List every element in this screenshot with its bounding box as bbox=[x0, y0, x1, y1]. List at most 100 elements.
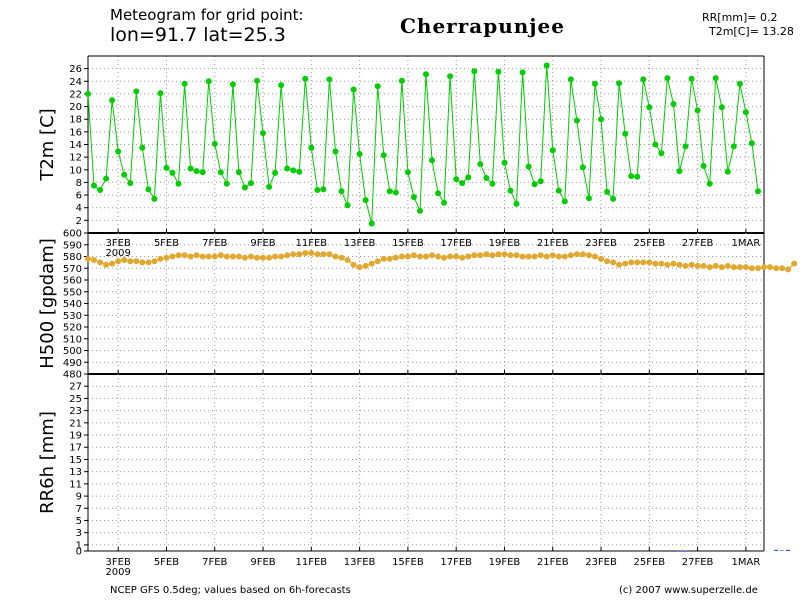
data-point bbox=[423, 253, 429, 260]
precip-bar bbox=[786, 549, 791, 551]
data-point bbox=[266, 183, 273, 190]
data-point bbox=[525, 163, 532, 170]
data-point bbox=[254, 254, 260, 261]
data-point bbox=[241, 254, 248, 261]
data-point bbox=[773, 265, 780, 272]
data-point bbox=[561, 198, 568, 205]
data-point bbox=[308, 250, 315, 256]
data-point bbox=[205, 253, 212, 260]
data-point bbox=[302, 75, 309, 82]
x-year-label: 2009 bbox=[105, 567, 130, 578]
data-point bbox=[700, 262, 707, 269]
data-point bbox=[598, 255, 604, 262]
data-point bbox=[537, 178, 544, 185]
location-name: Cherrapunjee bbox=[400, 14, 565, 38]
precip-bar bbox=[677, 550, 682, 551]
data-point bbox=[670, 101, 677, 107]
x-tick-label: 19FEB bbox=[489, 238, 521, 249]
data-point bbox=[628, 259, 635, 266]
data-point bbox=[513, 200, 520, 207]
data-point bbox=[676, 168, 683, 175]
data-point bbox=[392, 254, 399, 261]
y-tick-label: 13 bbox=[69, 467, 82, 478]
data-point bbox=[272, 169, 279, 176]
x-tick-label: 15FEB bbox=[392, 557, 424, 568]
y-tick-label: 580 bbox=[63, 252, 82, 263]
data-point bbox=[350, 261, 357, 268]
precip-bar bbox=[683, 550, 688, 551]
y-axis-title: RR6h [mm] bbox=[37, 411, 58, 514]
x-tick-label: 25FEB bbox=[633, 238, 665, 249]
data-point bbox=[193, 168, 200, 175]
y-tick-label: 520 bbox=[63, 323, 82, 334]
data-point bbox=[374, 258, 381, 265]
data-point bbox=[561, 253, 568, 260]
y-tick-label: 23 bbox=[69, 406, 82, 417]
footer-copyright: (c) 2007 www.superzelle.de bbox=[619, 585, 758, 596]
y-tick-label: 22 bbox=[69, 89, 82, 100]
data-point bbox=[604, 188, 611, 195]
y-tick-label: 5 bbox=[76, 516, 82, 527]
x-tick-label: 21FEB bbox=[537, 557, 569, 568]
data-point bbox=[133, 88, 140, 95]
data-point bbox=[712, 75, 719, 82]
x-tick-label: 23FEB bbox=[585, 557, 617, 568]
x-tick-label: 1MAR bbox=[732, 557, 761, 568]
data-point bbox=[477, 252, 484, 259]
data-point bbox=[151, 195, 158, 202]
data-point bbox=[175, 252, 182, 259]
data-point bbox=[616, 80, 623, 87]
data-point bbox=[718, 264, 725, 271]
data-point bbox=[103, 175, 110, 182]
data-point bbox=[169, 253, 176, 260]
data-point bbox=[712, 262, 719, 269]
data-point bbox=[441, 254, 448, 261]
data-point bbox=[748, 140, 755, 147]
data-point bbox=[670, 260, 677, 267]
data-point bbox=[157, 90, 164, 97]
x-tick-label: 23FEB bbox=[585, 238, 617, 249]
data-point bbox=[404, 169, 411, 176]
data-point bbox=[85, 255, 91, 262]
data-point bbox=[549, 252, 556, 259]
data-point bbox=[531, 253, 538, 260]
x-tick-label: 21FEB bbox=[537, 238, 569, 249]
data-point bbox=[404, 253, 411, 260]
data-point bbox=[229, 253, 236, 260]
data-point bbox=[139, 144, 146, 151]
y-tick-label: 2 bbox=[76, 216, 82, 227]
y-tick-label: 10 bbox=[69, 165, 82, 176]
data-point bbox=[537, 252, 544, 259]
y-tick-label: 16 bbox=[69, 127, 82, 138]
data-point bbox=[471, 252, 478, 259]
data-point bbox=[676, 261, 683, 268]
data-point bbox=[742, 264, 749, 271]
data-point bbox=[682, 262, 689, 269]
data-point bbox=[543, 253, 550, 260]
x-tick-label: 9FEB bbox=[250, 557, 275, 568]
data-point bbox=[730, 264, 737, 271]
data-point bbox=[133, 258, 140, 265]
data-point bbox=[97, 187, 104, 193]
data-point bbox=[429, 157, 435, 164]
data-point bbox=[706, 180, 713, 187]
data-point bbox=[229, 81, 236, 88]
data-point bbox=[755, 265, 761, 272]
data-point bbox=[85, 90, 91, 97]
data-point bbox=[302, 250, 309, 256]
data-point bbox=[91, 182, 97, 189]
data-point bbox=[543, 62, 550, 69]
data-point bbox=[380, 255, 387, 262]
y-tick-label: 530 bbox=[63, 311, 82, 322]
x-tick-label: 5FEB bbox=[154, 238, 179, 249]
y-tick-label: 510 bbox=[63, 334, 82, 345]
data-point bbox=[296, 168, 303, 175]
x-tick-label: 15FEB bbox=[392, 238, 424, 249]
data-point bbox=[254, 77, 260, 84]
data-point bbox=[441, 199, 448, 206]
data-point bbox=[592, 80, 598, 87]
data-point bbox=[356, 264, 363, 271]
data-point bbox=[332, 148, 339, 155]
x-tick-label: 13FEB bbox=[344, 238, 376, 249]
